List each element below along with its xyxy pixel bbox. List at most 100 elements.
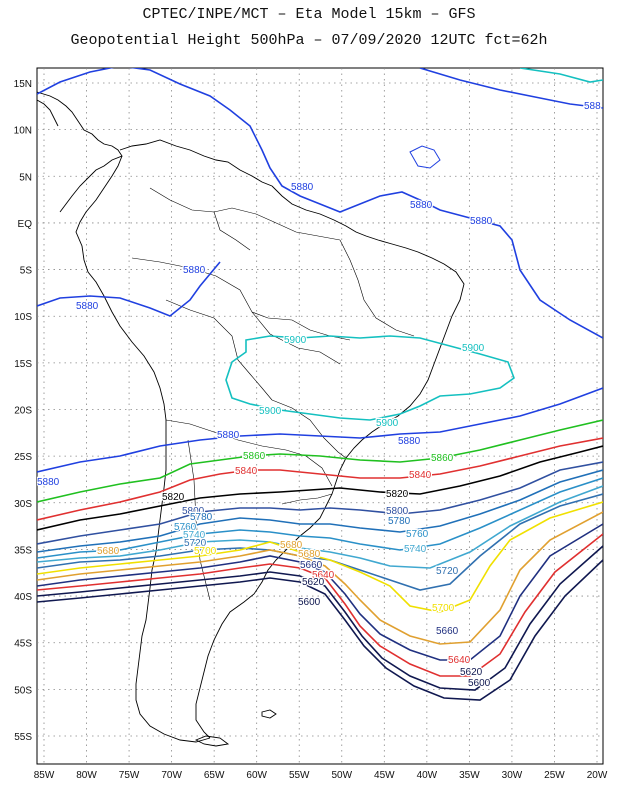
contour-5660 (37, 523, 603, 661)
longitude-labels: 85W 80W 75W 70W 65W 60W 55W 50W 45W 40W 35W 30W 25W 2… (34, 770, 608, 781)
contour-5680 (37, 511, 603, 645)
contour-label: 5860 (431, 453, 454, 464)
contour-5900 (225, 335, 515, 421)
contour-label: 5880 (217, 430, 240, 441)
contour-5740 (37, 485, 603, 569)
latitude-label: 55S (14, 732, 32, 743)
longitude-label: 80W (76, 770, 97, 781)
country-borders (131, 187, 415, 601)
contour-label: 5680 (97, 546, 120, 557)
map-title: CPTEC/INPE/MCT – Eta Model 15km – GFS (142, 6, 476, 23)
contour-label: 5600 (468, 678, 491, 689)
latitude-labels: 15N 10N 5N EQ 5S 10S 15S 20S 25S 30S 35S 40S 45S 50S 5… (14, 79, 33, 743)
caribbean-coast (119, 139, 273, 187)
latitude-label: 40S (14, 592, 32, 603)
contour-label: 5900 (259, 406, 282, 417)
contour-label: 5660 (300, 560, 323, 571)
contour-label: 5880 (76, 301, 99, 312)
contour-5780 (37, 469, 603, 553)
contour-label: 5780 (190, 512, 213, 523)
longitude-label: 35W (459, 770, 480, 781)
contour-label: 5640 (312, 570, 335, 581)
contour-5820 (37, 445, 603, 531)
longitude-label: 70W (161, 770, 182, 781)
longitude-label: 30W (502, 770, 523, 781)
contour-5600 (37, 559, 603, 701)
graticule (37, 68, 603, 764)
closed-5880-contour (409, 145, 441, 169)
contour-label: 5680 (298, 549, 321, 560)
longitude-label: 20W (587, 770, 608, 781)
contour-label: 5880 (470, 216, 493, 227)
contour-5700 (37, 501, 603, 613)
contour-5840 (37, 437, 603, 521)
contour-5880-west (37, 261, 221, 317)
central-america-coast (37, 91, 123, 213)
longitude-label: 40W (417, 770, 438, 781)
longitude-label: 45W (374, 770, 395, 781)
contour-label: 5620 (460, 667, 483, 678)
longitude-label: 55W (289, 770, 310, 781)
contour-label: 5840 (409, 470, 432, 481)
contour-label: 588 (584, 101, 601, 112)
contour-5900-top (519, 68, 603, 83)
contour-label: 5760 (406, 529, 429, 540)
map-subtitle: Geopotential Height 500hPa – 07/09/2020 … (70, 32, 548, 49)
latitude-label: 25S (14, 452, 32, 463)
contour-label: 5900 (284, 335, 307, 346)
longitude-label: 65W (204, 770, 225, 781)
latitude-label: 5S (20, 266, 33, 277)
contour-label: 5740 (183, 530, 206, 541)
south-america-coast (75, 155, 211, 743)
contour-label: 5760 (174, 522, 197, 533)
contour-label: 5900 (462, 343, 485, 354)
contour-5640 (37, 533, 603, 677)
contour-label: 5900 (376, 418, 399, 429)
contour-lines (37, 68, 603, 701)
contour-label: 5800 (386, 506, 409, 517)
contour-label: 5640 (448, 655, 471, 666)
contour-label: 5880 (398, 436, 421, 447)
contour-label: 5700 (432, 603, 455, 614)
longitude-label: 50W (331, 770, 352, 781)
contour-label: 5660 (436, 626, 459, 637)
latitude-label: EQ (18, 219, 33, 230)
latitude-label: 5N (19, 172, 32, 183)
contour-5760 (37, 477, 603, 559)
contour-5620 (37, 545, 603, 691)
longitude-label: 85W (34, 770, 55, 781)
tierra-del-fuego (194, 735, 230, 747)
contour-label: 5720 (436, 566, 459, 577)
falklands (261, 709, 277, 719)
latitude-label: 50S (14, 685, 32, 696)
contour-labels: 5880 5880 5880 5880 5880 5880 5880 5880 588 5900 5… (37, 100, 602, 691)
latitude-label: 35S (14, 545, 32, 556)
contour-5860 (37, 419, 603, 503)
longitude-label: 25W (544, 770, 565, 781)
contour-label: 5720 (184, 538, 207, 549)
contour-label: 5780 (388, 516, 411, 527)
contour-5880-top (419, 68, 603, 109)
contour-5880-north (37, 68, 603, 339)
contour-label: 5700 (194, 546, 217, 557)
contour-label: 5880 (291, 182, 314, 193)
contour-label: 5860 (243, 451, 266, 462)
latitude-label: 10N (14, 126, 32, 137)
latitude-label: 20S (14, 406, 32, 417)
atlantic-coast (195, 185, 465, 739)
contour-label: 5820 (386, 489, 409, 500)
longitude-label: 75W (119, 770, 140, 781)
latitude-label: 30S (14, 499, 32, 510)
contour-5800 (37, 461, 603, 545)
latitude-label: 15S (14, 359, 32, 370)
contour-label: 5820 (162, 492, 185, 503)
contour-label: 5800 (182, 506, 205, 517)
contour-label: 5840 (235, 466, 258, 477)
latitude-label: 10S (14, 312, 32, 323)
longitude-label: 60W (246, 770, 267, 781)
latitude-label: 45S (14, 639, 32, 650)
contour-label: 5880 (183, 265, 206, 276)
contour-label: 5880 (410, 200, 433, 211)
contour-5880-south (37, 387, 603, 473)
